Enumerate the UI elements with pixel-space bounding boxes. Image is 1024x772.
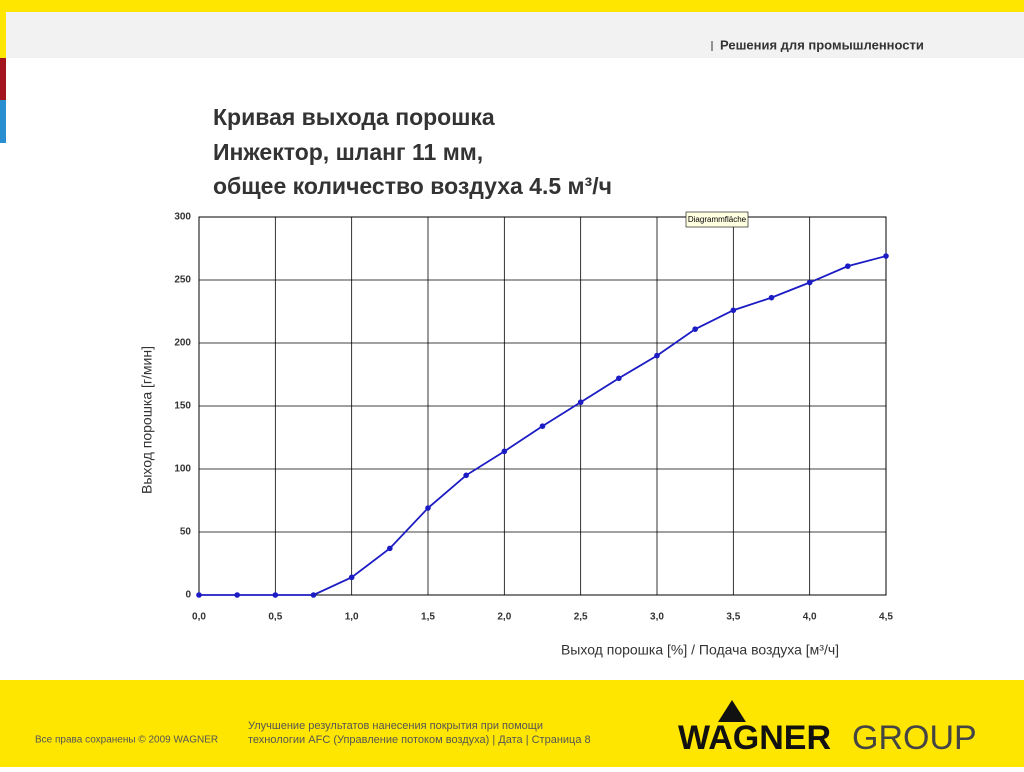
data-point	[883, 253, 889, 259]
y-axis-label: Выход порошка [г/мин]	[139, 346, 155, 494]
stripe-red	[0, 58, 6, 100]
logo-wagner: WAGNER	[678, 719, 831, 757]
x-tick-label: 2,0	[497, 612, 511, 623]
y-tick-label: 0	[185, 590, 191, 601]
tooltip: Diagrammfläche	[688, 215, 747, 224]
y-tick-label: 50	[180, 527, 192, 538]
logo-wedge	[718, 700, 746, 722]
data-point	[348, 574, 355, 581]
y-tick-label: 200	[174, 338, 191, 349]
data-point	[768, 294, 775, 301]
y-tick-label: 300	[174, 212, 191, 223]
data-point	[654, 352, 660, 359]
x-tick-label: 2,5	[574, 612, 588, 623]
x-tick-label: 0,0	[192, 612, 206, 623]
y-tick-label: 150	[174, 401, 191, 412]
copyright: Все права сохранены © 2009 WAGNER	[35, 735, 218, 746]
stripe-yellow	[0, 12, 6, 58]
data-point	[501, 448, 508, 455]
data-point	[387, 545, 393, 552]
logo-group: GROUP	[852, 719, 977, 757]
header-text: Решения для промышленности	[720, 37, 924, 52]
data-point	[310, 592, 317, 598]
x-tick-label: 4,0	[803, 612, 817, 623]
x-tick-label: 0,5	[268, 612, 282, 623]
chart-title: Кривая выхода порошка	[213, 104, 495, 130]
data-point	[692, 326, 698, 332]
top-bar	[0, 0, 1024, 12]
data-point	[463, 472, 469, 479]
x-tick-label: 3,0	[650, 612, 664, 623]
chart-title: общее количество воздуха 4.5 м³/ч	[213, 173, 612, 199]
data-point	[577, 399, 584, 406]
stripe-blue	[0, 100, 6, 143]
footer-line: Улучшение результатов нанесения покрытия…	[248, 720, 543, 732]
x-axis-label: Выход порошка [%] / Подача воздуха [м³/ч…	[561, 642, 839, 658]
data-point	[730, 307, 737, 314]
footer-line: технологии AFC (Управление потоком возду…	[248, 734, 591, 746]
y-tick-label: 250	[174, 275, 191, 286]
data-point	[234, 592, 240, 598]
data-point	[845, 263, 851, 269]
data-point	[272, 592, 279, 598]
y-tick-label: 100	[174, 464, 191, 475]
plot: 0 50 100 150 200 250 300 0,0 0,5 1,0 1,5 2,0 2,5 3,0 3…	[174, 212, 893, 623]
data-point	[196, 592, 202, 598]
data-point	[616, 375, 622, 382]
data-point	[806, 279, 813, 286]
x-tick-label: 1,0	[345, 612, 359, 623]
tooltip-box	[685, 211, 749, 228]
x-tick-label: 3,5	[726, 612, 740, 623]
chart-title: Инжектор, шланг 11 мм,	[213, 139, 483, 165]
footer-band	[0, 680, 1024, 767]
x-tick-label: 1,5	[421, 612, 435, 623]
x-tick-label: 4,5	[879, 612, 893, 623]
data-point	[425, 505, 431, 511]
header-band	[0, 12, 1024, 58]
data-point	[539, 423, 546, 429]
